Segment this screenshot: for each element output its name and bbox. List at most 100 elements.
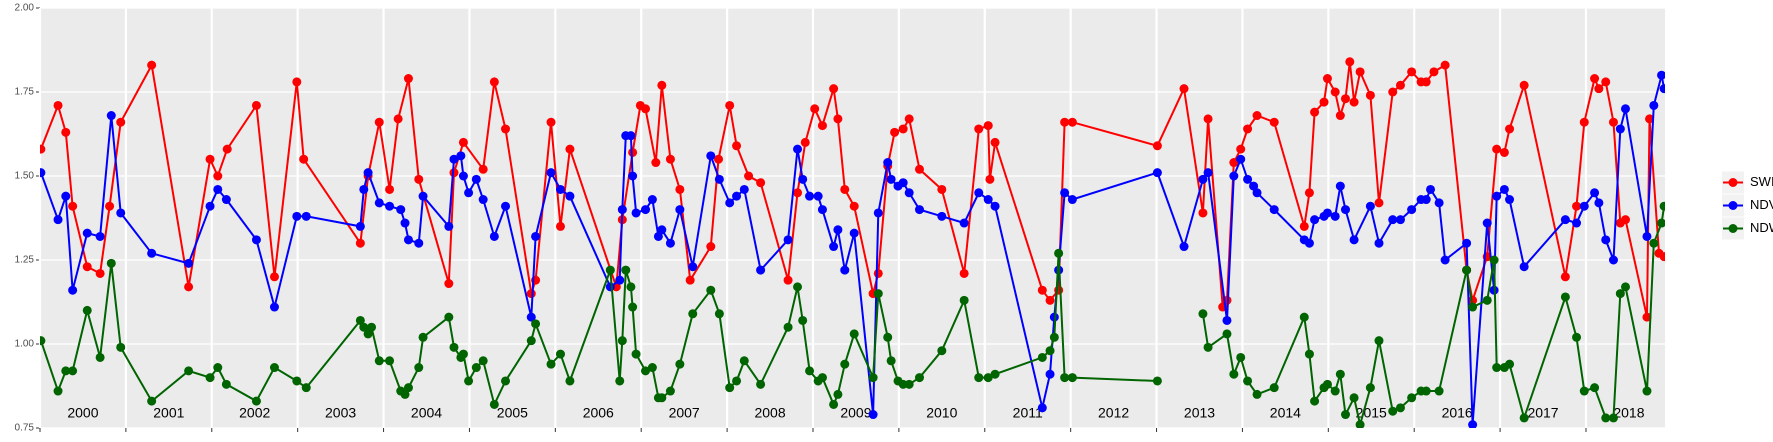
point <box>1060 188 1070 198</box>
point <box>478 356 488 366</box>
point <box>990 201 1000 211</box>
point <box>983 121 993 131</box>
point <box>1468 420 1478 428</box>
point <box>983 373 993 383</box>
point <box>471 174 481 184</box>
point <box>1505 359 1515 369</box>
point <box>106 258 116 268</box>
point <box>374 356 384 366</box>
point <box>61 127 71 137</box>
point <box>555 221 565 231</box>
point <box>783 275 793 285</box>
point <box>1060 117 1070 127</box>
legend-point <box>1728 224 1738 233</box>
x-tick-label: 2003 <box>325 405 356 421</box>
x-tick-label: 2011 <box>1013 405 1043 421</box>
point <box>1659 84 1665 94</box>
point <box>621 265 631 275</box>
point <box>725 100 735 110</box>
x-tick-label: 2007 <box>669 405 700 421</box>
point <box>1590 383 1600 393</box>
point <box>783 322 793 332</box>
point <box>1421 195 1431 205</box>
point <box>873 289 883 299</box>
point <box>628 147 638 157</box>
point <box>1421 77 1431 87</box>
point <box>355 238 365 248</box>
point <box>849 329 859 339</box>
point <box>631 349 641 359</box>
point <box>105 201 115 211</box>
point <box>1601 235 1611 245</box>
point <box>665 238 675 248</box>
point <box>653 231 663 241</box>
point <box>251 100 261 110</box>
point <box>1572 201 1582 211</box>
point <box>355 221 365 231</box>
point <box>617 205 627 215</box>
point <box>1492 191 1502 201</box>
point <box>1269 205 1279 215</box>
point <box>1395 403 1405 413</box>
point <box>95 268 105 278</box>
point <box>1499 147 1509 157</box>
point <box>40 144 46 154</box>
point <box>301 383 311 393</box>
point <box>292 211 302 221</box>
point <box>531 319 541 329</box>
point <box>651 158 661 168</box>
point <box>82 305 92 315</box>
point <box>1434 386 1444 396</box>
point <box>904 379 914 389</box>
point <box>1505 124 1515 134</box>
point <box>116 117 126 127</box>
point <box>1179 84 1189 94</box>
point <box>1236 154 1246 164</box>
point <box>1434 198 1444 208</box>
point <box>251 235 261 245</box>
point <box>1468 302 1478 312</box>
point <box>886 174 896 184</box>
point <box>1594 198 1604 208</box>
x-tick-label: 2006 <box>583 405 614 421</box>
point <box>813 191 823 201</box>
point <box>205 201 215 211</box>
point <box>1590 188 1600 198</box>
point <box>1642 312 1652 322</box>
point <box>688 309 698 319</box>
point <box>615 376 625 386</box>
point <box>829 84 839 94</box>
point <box>1645 114 1655 124</box>
point <box>1572 218 1582 228</box>
point <box>1203 114 1213 124</box>
point <box>849 201 859 211</box>
point <box>868 373 878 383</box>
point <box>396 205 406 215</box>
point <box>213 171 223 181</box>
point <box>1243 124 1253 134</box>
point <box>914 164 924 174</box>
point <box>744 171 754 181</box>
point <box>449 154 459 164</box>
point <box>732 376 742 386</box>
point <box>890 127 900 137</box>
point <box>1505 195 1515 205</box>
point <box>458 349 468 359</box>
point <box>546 359 556 369</box>
point <box>61 366 71 376</box>
point <box>985 174 995 184</box>
point <box>1335 181 1345 191</box>
point <box>706 151 716 161</box>
point <box>983 195 993 205</box>
x-tick-label: 2005 <box>497 405 528 421</box>
point <box>555 184 565 194</box>
point <box>783 235 793 245</box>
point <box>1579 201 1589 211</box>
point <box>1594 84 1604 94</box>
point <box>501 124 511 134</box>
point <box>904 114 914 124</box>
point <box>1299 312 1309 322</box>
point <box>631 208 641 218</box>
point <box>685 275 695 285</box>
point <box>1269 383 1279 393</box>
